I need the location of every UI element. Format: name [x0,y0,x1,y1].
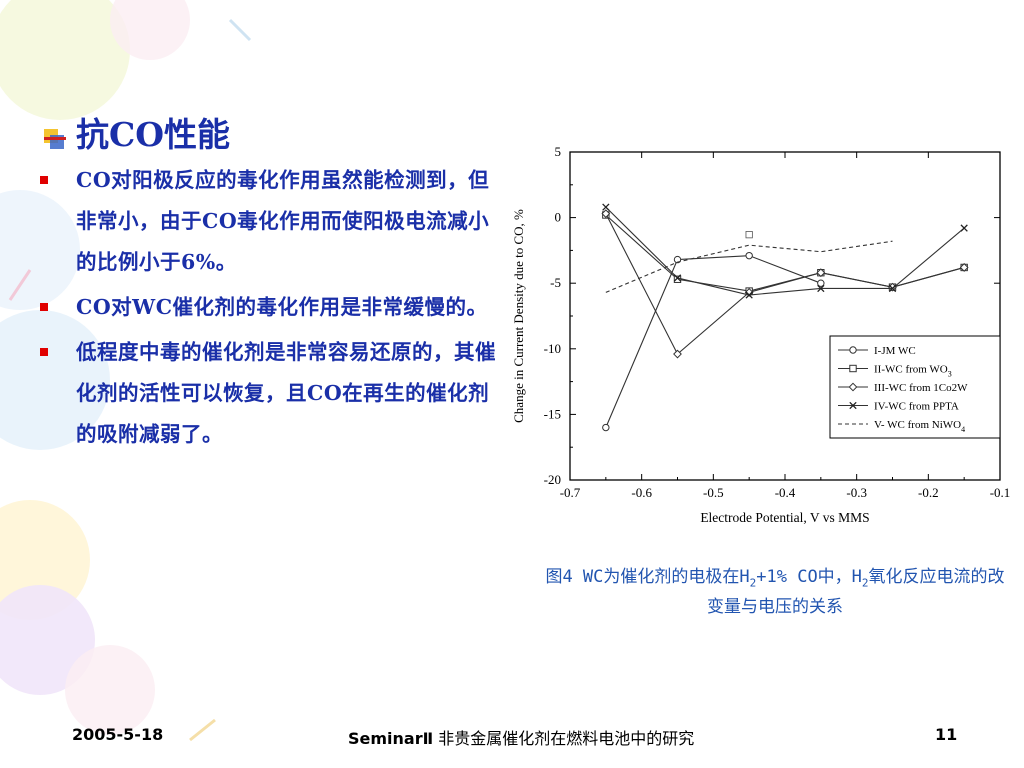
data-point [888,284,897,293]
caption-part: +1% CO中，H [756,567,862,587]
data-point [673,274,682,282]
data-point [745,251,753,260]
data-point [745,231,753,239]
legend-label-subscript: 4 [961,425,965,434]
series [601,209,969,359]
page-number: 11 [935,725,958,744]
x-marker-stroke [960,224,968,232]
bullet-item: CO对WC催化剂的毒化作用是非常缓慢的。 [36,287,496,328]
legend-label: IV-WC from PPTA [874,401,959,413]
footer-title: SeminarⅡ 非贵金属催化剂在燃料电池中的研究 [348,725,694,749]
bullet-square-icon [40,348,48,356]
series [602,203,968,299]
bullet-text: 低程度中毒的催化剂是非常容易还原的，其催化剂的活性可以恢复，且CO在再生的催化剂… [76,340,496,446]
data-point [673,275,682,283]
series-line [605,240,893,293]
bullet-text: CO对WC催化剂的毒化作用是非常缓慢的。 [76,295,488,319]
legend-label: II-WC from WO3 [874,364,952,379]
slide-title-text: 抗CO性能 [76,115,231,154]
data-point [602,203,610,211]
series-line [605,255,822,428]
data-point [745,291,753,299]
x-tick-label: -0.2 [918,485,939,500]
x-tick-label: -0.1 [990,485,1011,500]
bullet-text: CO对阳极反应的毒化作用虽然能检测到，但非常小，由于CO毒化作用而使阳极电流减小… [76,168,490,274]
caption-part: 图4 WC为催化剂的电极在H [545,567,750,587]
bullet-square-icon [40,303,48,311]
data-point [817,284,825,293]
bullet-item: 低程度中毒的催化剂是非常容易还原的，其催化剂的活性可以恢复，且CO在再生的催化剂… [36,332,496,455]
data-point [816,268,826,278]
data-point [602,423,610,432]
series-line [605,213,965,355]
caption-subscript: 2 [749,576,757,590]
data-point [849,401,857,410]
chart-svg: -0.7 -0.6 -0.5 -0.4 -0.3 -0.2 -0.1 5 0 -5 -10 -15 -2… [511,144,1011,525]
x-tick-label: -0.4 [775,485,796,500]
y-tick-label: -20 [544,472,561,487]
bullet-square-icon [40,176,48,184]
x-tick-label: -0.6 [631,485,652,500]
footer-seminar: SeminarⅡ [348,729,434,748]
x-tick-label: -0.5 [703,485,724,500]
y-tick-label: -15 [544,406,561,421]
series-line [605,214,965,292]
data-point [849,364,857,373]
footer-title-text: 非贵金属催化剂在燃料电池中的研究 [433,729,695,748]
chart-legend: I-JM WC II-WC from WO3 III-WC from 1Co2W IV… [829,335,1001,439]
data-point [817,279,825,287]
legend-label: I-JM WC [874,345,916,357]
data-point [848,382,858,392]
x-marker-stroke [849,401,857,410]
data-point [959,263,969,272]
y-axis-label: Change in Current Density due to CO, % [511,209,526,423]
caption-subscript: 2 [861,576,869,590]
x-tick-label: -0.7 [560,485,581,500]
x-tick-label: -0.3 [846,485,867,500]
y-tick-label: -5 [550,275,561,290]
y-tick-label: 5 [555,144,562,159]
chart-axes: -0.7 -0.6 -0.5 -0.4 -0.3 -0.2 -0.1 5 0 -5 -10 -15 -2… [544,144,1011,500]
y-tick-label: 0 [555,210,562,225]
x-marker-stroke [817,284,825,293]
figure-caption: 图4 WC为催化剂的电极在H2+1% CO中，H2氧化反应电流的改变量与电压的关… [540,565,1010,619]
x-marker-stroke [602,203,610,211]
series-line [605,206,965,296]
data-point [601,209,611,219]
x-marker-stroke [673,274,682,282]
chart: -0.7 -0.6 -0.5 -0.4 -0.3 -0.2 -0.1 5 0 -5 -10 -15 -2… [505,140,1020,540]
x-marker-stroke [888,284,897,293]
bullet-list: CO对阳极反应的毒化作用虽然能检测到，但非常小，由于CO毒化作用而使阳极电流减小… [36,160,496,459]
slide-title: 抗CO性能 [44,108,230,156]
chart-series [601,203,969,432]
series [602,251,825,432]
caption-part: 氧化反应电流的改变量与电压的关系 [707,567,1005,618]
series [605,231,893,293]
legend-label-subscript: 3 [948,370,952,379]
legend-label: V- WC from NiWO4 [874,419,965,434]
y-tick-label: -10 [544,341,561,356]
title-bullet-icon [44,120,66,149]
x-marker-stroke [745,291,753,299]
data-point [960,224,968,232]
footer-date: 2005-5-18 [72,725,164,744]
footer: 2005-5-18 SeminarⅡ 非贵金属催化剂在燃料电池中的研究 11 [0,725,1024,749]
data-point [673,349,682,359]
data-point [849,346,857,354]
x-axis-label: Electrode Potential, V vs MMS [700,510,869,525]
bullet-item: CO对阳极反应的毒化作用虽然能检测到，但非常小，由于CO毒化作用而使阳极电流减小… [36,160,496,283]
legend-label: III-WC from 1Co2W [874,382,968,394]
